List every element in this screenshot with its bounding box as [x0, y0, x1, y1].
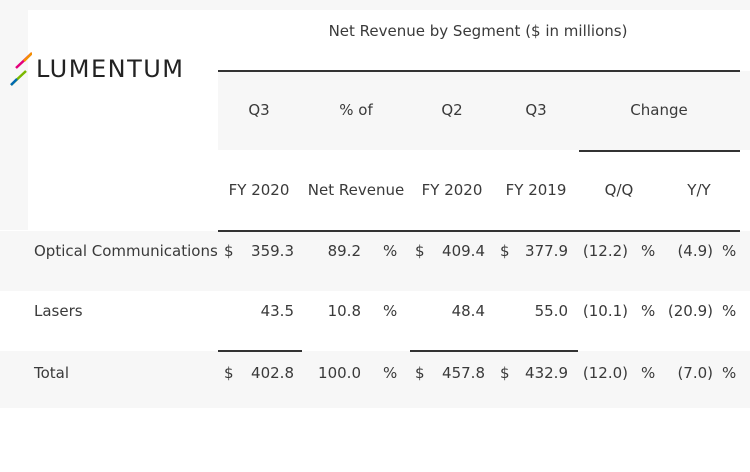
row-band-1: [0, 231, 750, 291]
cell-pct: 10.8: [327, 302, 361, 320]
divider: [410, 350, 578, 352]
col-header: Q3: [248, 101, 270, 119]
cell-qq: (12.2): [582, 242, 628, 260]
cell-p2: %: [641, 242, 656, 260]
logo-text: LUMENTUM: [36, 55, 185, 83]
cell-d2: $: [415, 242, 425, 260]
col-header: % of: [339, 101, 373, 119]
cell-pct: 89.2: [327, 242, 361, 260]
cell-d3: $: [500, 242, 510, 260]
row-label: Optical Communications: [34, 242, 218, 260]
cell-q2_2020: 48.4: [451, 302, 485, 320]
row-label: Lasers: [34, 302, 83, 320]
col-header: Q3: [525, 101, 547, 119]
cell-p3: %: [722, 364, 737, 382]
cell-q3_2019: 55.0: [534, 302, 568, 320]
cell-q3_2020: 402.8: [251, 364, 294, 382]
cell-d2: $: [415, 364, 425, 382]
cell-yy: (4.9): [677, 242, 713, 260]
header-band: [218, 71, 750, 150]
col-header: Change: [630, 101, 688, 119]
divider: [218, 70, 740, 72]
cell-p1: %: [383, 364, 398, 382]
divider: [579, 150, 740, 152]
cell-p3: %: [722, 242, 737, 260]
cell-p3: %: [722, 302, 737, 320]
col-header: Q/Q: [604, 181, 634, 199]
cell-pct: 100.0: [318, 364, 361, 382]
cell-q3_2020: 359.3: [251, 242, 294, 260]
cell-qq: (10.1): [582, 302, 628, 320]
col-header: FY 2020: [421, 181, 483, 199]
divider: [218, 230, 740, 232]
left-margin: [0, 0, 28, 230]
lumentum-logo: LUMENTUM: [10, 52, 185, 86]
cell-p2: %: [641, 302, 656, 320]
col-header: FY 2019: [505, 181, 567, 199]
logo-mark-icon: [10, 52, 32, 86]
table-title: Net Revenue by Segment ($ in millions): [328, 22, 628, 40]
cell-p2: %: [641, 364, 656, 382]
cell-d1: $: [224, 364, 234, 382]
cell-yy: (20.9): [667, 302, 713, 320]
cell-q3_2019: 377.9: [525, 242, 568, 260]
cell-q3_2020: 43.5: [260, 302, 294, 320]
col-header: Y/Y: [687, 181, 711, 199]
cell-yy: (7.0): [677, 364, 713, 382]
cell-p1: %: [383, 302, 398, 320]
cell-q2_2020: 457.8: [442, 364, 485, 382]
cell-d1: $: [224, 242, 234, 260]
row-band-3: [0, 351, 750, 408]
cell-q3_2019: 432.9: [525, 364, 568, 382]
divider: [218, 350, 302, 352]
top-margin: [0, 0, 750, 10]
col-header: FY 2020: [228, 181, 290, 199]
cell-q2_2020: 409.4: [442, 242, 485, 260]
col-header: Q2: [441, 101, 463, 119]
cell-qq: (12.0): [582, 364, 628, 382]
row-label: Total: [34, 364, 70, 382]
cell-d3: $: [500, 364, 510, 382]
cell-p1: %: [383, 242, 398, 260]
col-header: Net Revenue: [307, 181, 405, 199]
